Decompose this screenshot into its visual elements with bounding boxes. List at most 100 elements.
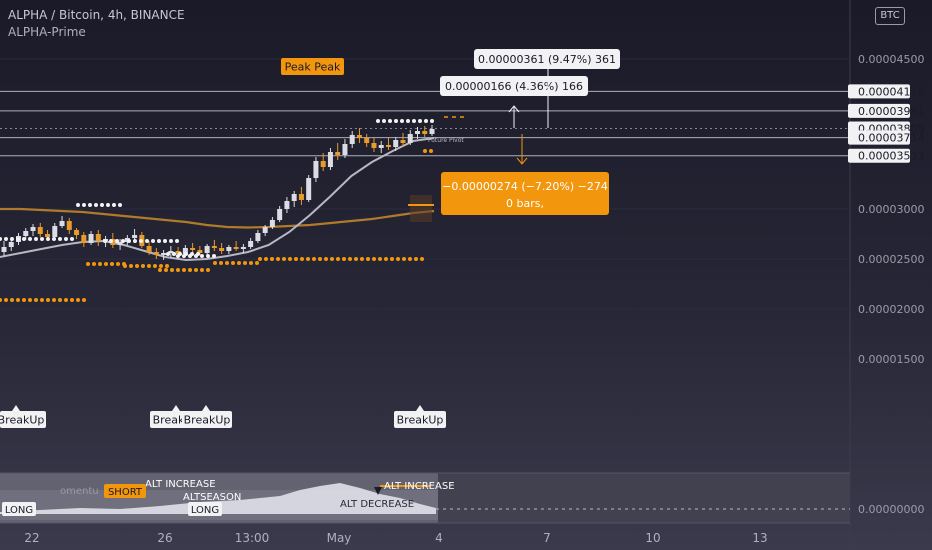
- level-dot: [264, 257, 268, 261]
- level-dot: [98, 262, 102, 266]
- level-dot: [200, 254, 204, 258]
- level-dot: [94, 203, 98, 207]
- price-tick: 0.00002000: [858, 303, 924, 316]
- level-dot: [342, 257, 346, 261]
- svg-text:−0.00000274 (−7.20%) −274: −0.00000274 (−7.20%) −274: [442, 180, 608, 193]
- level-dot: [200, 268, 204, 272]
- level-dot: [109, 239, 113, 243]
- level-dot: [336, 257, 340, 261]
- candle-body: [59, 221, 65, 226]
- osc-short-badge: SHORT: [104, 484, 146, 498]
- level-dot: [430, 119, 434, 123]
- level-dot: [382, 119, 386, 123]
- level-dot: [288, 257, 292, 261]
- candle-body: [168, 251, 174, 253]
- level-dot: [166, 252, 170, 256]
- level-dot: [388, 119, 392, 123]
- price-tick: 0.00000000: [858, 503, 924, 516]
- svg-text:LONG: LONG: [5, 505, 33, 516]
- candle: [30, 224, 36, 236]
- level-dot: [164, 268, 168, 272]
- level-dot: [92, 262, 96, 266]
- level-dot: [206, 268, 210, 272]
- candle-body: [385, 145, 391, 147]
- osc-altseason: ALTSEASON: [183, 492, 241, 503]
- candle: [153, 248, 159, 259]
- candle: [349, 131, 355, 148]
- level-dot: [194, 268, 198, 272]
- candle-body: [197, 250, 203, 253]
- svg-text:Peak Peak: Peak Peak: [285, 61, 341, 74]
- price-box-bg: [848, 84, 910, 99]
- level-dot: [129, 264, 133, 268]
- osc-long-badge-2: LONG: [188, 502, 222, 516]
- level-dot: [406, 119, 410, 123]
- level-dot: [165, 264, 169, 268]
- level-dot: [46, 237, 50, 241]
- oscillator-area: [0, 483, 436, 514]
- candle-body: [414, 131, 420, 134]
- svg-text:0.00000361 (9.47%) 361: 0.00000361 (9.47%) 361: [478, 53, 616, 66]
- oscillator-pane[interactable]: ALT INCREASE ALT INCREASE ALTSEASON ALT …: [0, 472, 850, 524]
- level-dot: [396, 257, 400, 261]
- level-dot: [139, 239, 143, 243]
- level-dot: [376, 119, 380, 123]
- candle-body: [117, 242, 123, 245]
- level-dot: [213, 261, 217, 265]
- candle: [66, 218, 72, 234]
- candle-body: [378, 145, 384, 148]
- candle: [262, 225, 268, 236]
- breakup-label-1: BreakUp: [0, 405, 46, 428]
- level-dot: [176, 268, 180, 272]
- candle-body: [23, 231, 29, 236]
- level-dot: [330, 257, 334, 261]
- level-dot: [116, 262, 120, 266]
- svg-text:BreakUp: BreakUp: [0, 414, 44, 427]
- candle-body: [8, 242, 14, 247]
- level-dot: [366, 257, 370, 261]
- candle: [59, 216, 65, 228]
- candle-body: [269, 220, 275, 227]
- level-dot: [170, 268, 174, 272]
- candle-body: [393, 140, 399, 147]
- measure-top-box[interactable]: 0.00000361 (9.47%) 361: [474, 49, 620, 69]
- currency-badge[interactable]: BTC: [875, 7, 905, 25]
- level-dot: [64, 298, 68, 302]
- candle: [277, 206, 283, 222]
- level-dot: [312, 257, 316, 261]
- level-dot: [225, 261, 229, 265]
- level-dot: [10, 237, 14, 241]
- candle-body: [190, 248, 196, 250]
- level-dot: [400, 119, 404, 123]
- level-dot: [40, 298, 44, 302]
- level-dot: [172, 252, 176, 256]
- candle: [233, 241, 239, 251]
- level-dot: [86, 262, 90, 266]
- level-dot: [16, 298, 20, 302]
- osc-momentum: omentu: [60, 486, 99, 497]
- level-dot: [182, 268, 186, 272]
- candle-body: [146, 246, 152, 252]
- level-dot: [141, 264, 145, 268]
- level-dot: [82, 298, 86, 302]
- level-dot: [0, 237, 2, 241]
- level-dot: [176, 254, 180, 258]
- candle-body: [66, 221, 72, 230]
- candle: [81, 232, 87, 247]
- candle: [146, 241, 152, 255]
- level-dot: [418, 119, 422, 123]
- candle-body: [320, 161, 326, 167]
- level-dot: [70, 298, 74, 302]
- measure-mid-box[interactable]: 0.00000166 (4.36%) 166: [440, 76, 588, 96]
- candle: [378, 141, 384, 153]
- candle: [291, 191, 297, 207]
- candle-body: [407, 134, 413, 143]
- candle: [23, 228, 29, 240]
- candle-body: [298, 194, 304, 200]
- candle-body: [371, 143, 377, 148]
- level-dot: [194, 254, 198, 258]
- level-dot: [300, 257, 304, 261]
- level-dot: [22, 237, 26, 241]
- measure-down-box[interactable]: −0.00000274 (−7.20%) −274 0 bars,: [441, 172, 609, 215]
